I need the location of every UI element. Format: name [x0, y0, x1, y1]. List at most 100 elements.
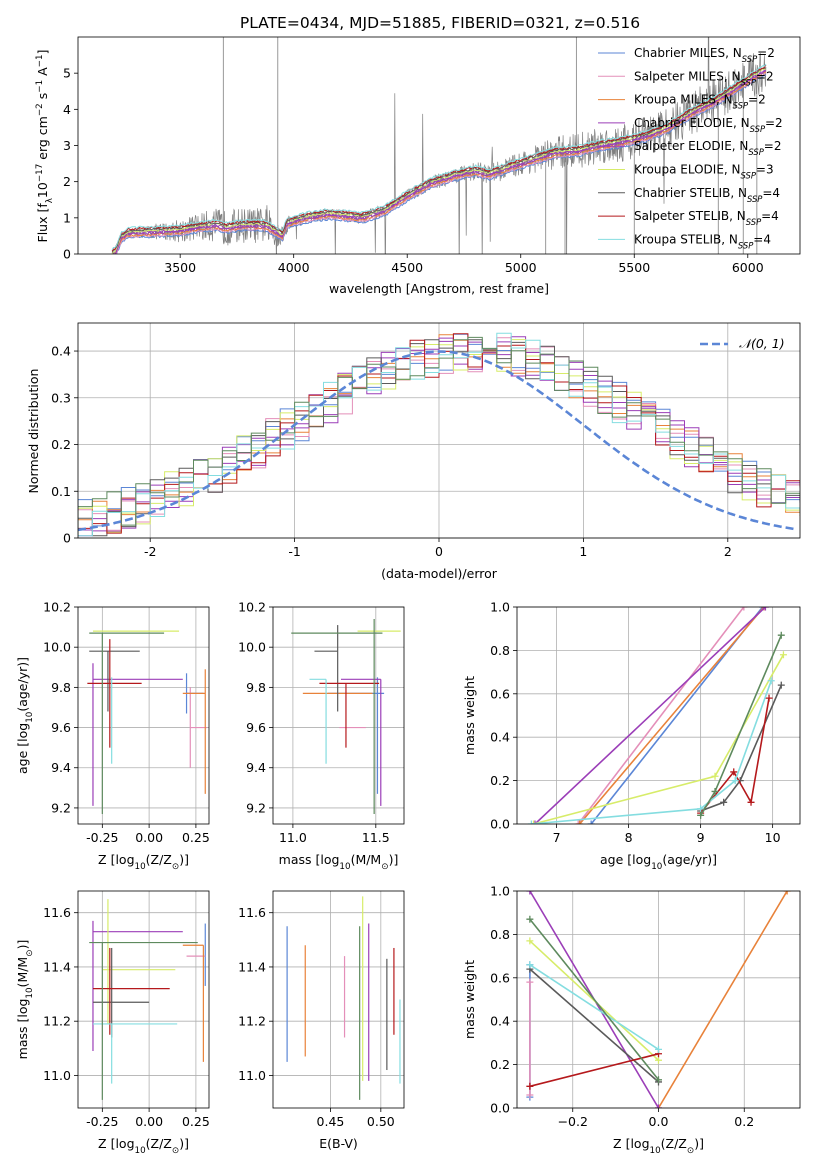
y-tick-label: 0.2: [490, 773, 510, 788]
weight-line: [534, 607, 766, 824]
y-tick-label: 9.8: [246, 680, 266, 695]
x-tick-label: 3500: [164, 260, 196, 275]
legend-label: Chabrier MILES, NSSP=2: [634, 46, 775, 64]
y-tick-label: 0.0: [490, 1101, 510, 1116]
weight-marker: [526, 961, 534, 969]
x-tick-label: 8: [625, 830, 633, 845]
errorbar-plot: [286, 896, 401, 1100]
weight-plot: [526, 891, 791, 1108]
legend-label: 𝒩(0, 1): [739, 336, 785, 351]
x-axis-label: Z [log10(Z/Z⊙)]: [98, 852, 189, 872]
x-axis-label: wavelength [Angstrom, rest frame]: [329, 281, 549, 296]
weight-marker: [526, 978, 534, 986]
x-tick-label: 0.00: [135, 1114, 163, 1129]
spectrum-panel: 3500 4000 4500 5000 5500 6000 0 1 2 3 4 5 Chabrier M…: [35, 36, 801, 296]
y-tick-label: 0.2: [490, 1057, 510, 1072]
legend-label: Chabrier ELODIE, NSSP=2: [634, 116, 783, 134]
x-axis-label: Z [log10(Z/Z⊙)]: [613, 1136, 704, 1156]
x-tick-label: 0.00: [135, 830, 163, 845]
legend-label: Salpeter MILES, NSSP=2: [634, 69, 774, 87]
y-axis-label: mass weight: [462, 960, 477, 1039]
y-tick-label: 10.0: [238, 640, 266, 655]
axes-frame: [77, 322, 801, 539]
x-tick-label: 6000: [732, 260, 764, 275]
y-tick-label: 0.6: [490, 686, 510, 701]
weight-marker: [576, 820, 584, 824]
x-tick-label: -1: [288, 544, 300, 559]
weight-line: [577, 607, 745, 824]
weight-marker: [711, 787, 719, 795]
z-weight-panel: −0.2 0.0 0.2 0.0 0.2 0.4 0.6 0.8 1.0 Z [log10(Z/Z…: [462, 884, 801, 1156]
y-tick-label: 0.4: [51, 344, 71, 359]
y-tick-label: 0.2: [51, 437, 71, 452]
y-tick-label: 9.2: [51, 800, 71, 815]
x-tick-label: 11.5: [362, 830, 390, 845]
weight-line: [657, 891, 788, 1108]
x-axis-label: (data-model)/error: [381, 566, 498, 581]
x-tick-label: 0.50: [367, 1114, 395, 1129]
weight-marker: [777, 681, 785, 689]
spectrum-legend: Chabrier MILES, NSSP=2 Salpeter MILES, NS…: [598, 46, 783, 250]
axes-frame: [516, 890, 801, 1109]
figure-title: PLATE=0434, MJD=51885, FIBERID=0321, z=0…: [240, 14, 640, 32]
x-tick-label: 0: [435, 544, 443, 559]
weight-line: [529, 964, 659, 1051]
y-tick-label: 5: [63, 66, 71, 81]
y-tick-label: 10.2: [43, 600, 71, 615]
weight-line: [700, 684, 783, 812]
errorbar-plot: [87, 630, 208, 814]
y-tick-label: 4: [63, 102, 71, 117]
weight-marker: [530, 820, 538, 824]
weight-marker: [527, 820, 535, 824]
y-tick-label: 1.0: [490, 884, 510, 899]
weight-marker: [655, 1104, 662, 1108]
x-tick-label: 2: [724, 544, 732, 559]
model-spectrum: [111, 63, 767, 251]
x-tick-label: 4500: [391, 260, 423, 275]
errorbar-plot: [89, 899, 206, 1100]
axes-frame: [516, 606, 801, 825]
weight-marker: [526, 1091, 534, 1099]
x-tick-label: 11.0: [279, 830, 307, 845]
y-tick-label: 11.0: [43, 1068, 71, 1083]
weight-line: [531, 680, 772, 824]
axes-frame: [77, 890, 210, 1109]
y-tick-label: 11.2: [238, 1014, 266, 1029]
y-tick-label: 11.0: [238, 1068, 266, 1083]
weight-line: [529, 918, 660, 1081]
legend-label: Salpeter ELODIE, NSSP=2: [634, 139, 782, 157]
weight-marker: [526, 937, 534, 945]
weight-marker: [730, 768, 738, 776]
y-tick-label: 9.6: [51, 720, 71, 735]
y-tick-label: 11.6: [43, 905, 71, 920]
weight-marker: [783, 891, 791, 895]
x-tick-label: 5500: [618, 260, 650, 275]
axes-frame: [77, 36, 801, 255]
weight-marker: [777, 631, 785, 639]
x-tick-label: -0.25: [86, 830, 118, 845]
y-tick-label: 2: [63, 174, 71, 189]
z-mass-panel: -0.25 0.00 0.25 11.0 11.2 11.4 11.6 Z [log10(Z/…: [15, 890, 210, 1156]
errorbar-plot: [291, 619, 401, 814]
weight-marker: [767, 677, 775, 685]
residuals-panel: -2 -1 0 1 2 0 0.1 0.2 0.3 0.4 𝒩(0, 1) (data-model)/…: [26, 322, 801, 581]
x-tick-label: 0.2: [734, 1114, 754, 1129]
y-tick-label: 0: [63, 531, 71, 546]
y-tick-label: 0.6: [490, 970, 510, 985]
x-tick-label: 5000: [505, 260, 537, 275]
weight-marker: [526, 915, 534, 923]
x-tick-label: 7: [553, 830, 561, 845]
x-axis-label: E(B-V): [319, 1136, 358, 1151]
y-tick-label: 0.1: [51, 484, 71, 499]
x-tick-label: -2: [144, 544, 156, 559]
x-tick-label: -0.25: [86, 1114, 118, 1129]
weight-marker: [531, 820, 539, 824]
y-tick-label: 0.8: [490, 643, 510, 658]
axes-frame: [272, 606, 405, 825]
y-tick-label: 1: [63, 210, 71, 225]
y-tick-label: 3: [63, 138, 71, 153]
x-tick-label: 10: [765, 830, 781, 845]
x-tick-label: 0.25: [182, 830, 210, 845]
y-tick-label: 0.0: [490, 817, 510, 832]
